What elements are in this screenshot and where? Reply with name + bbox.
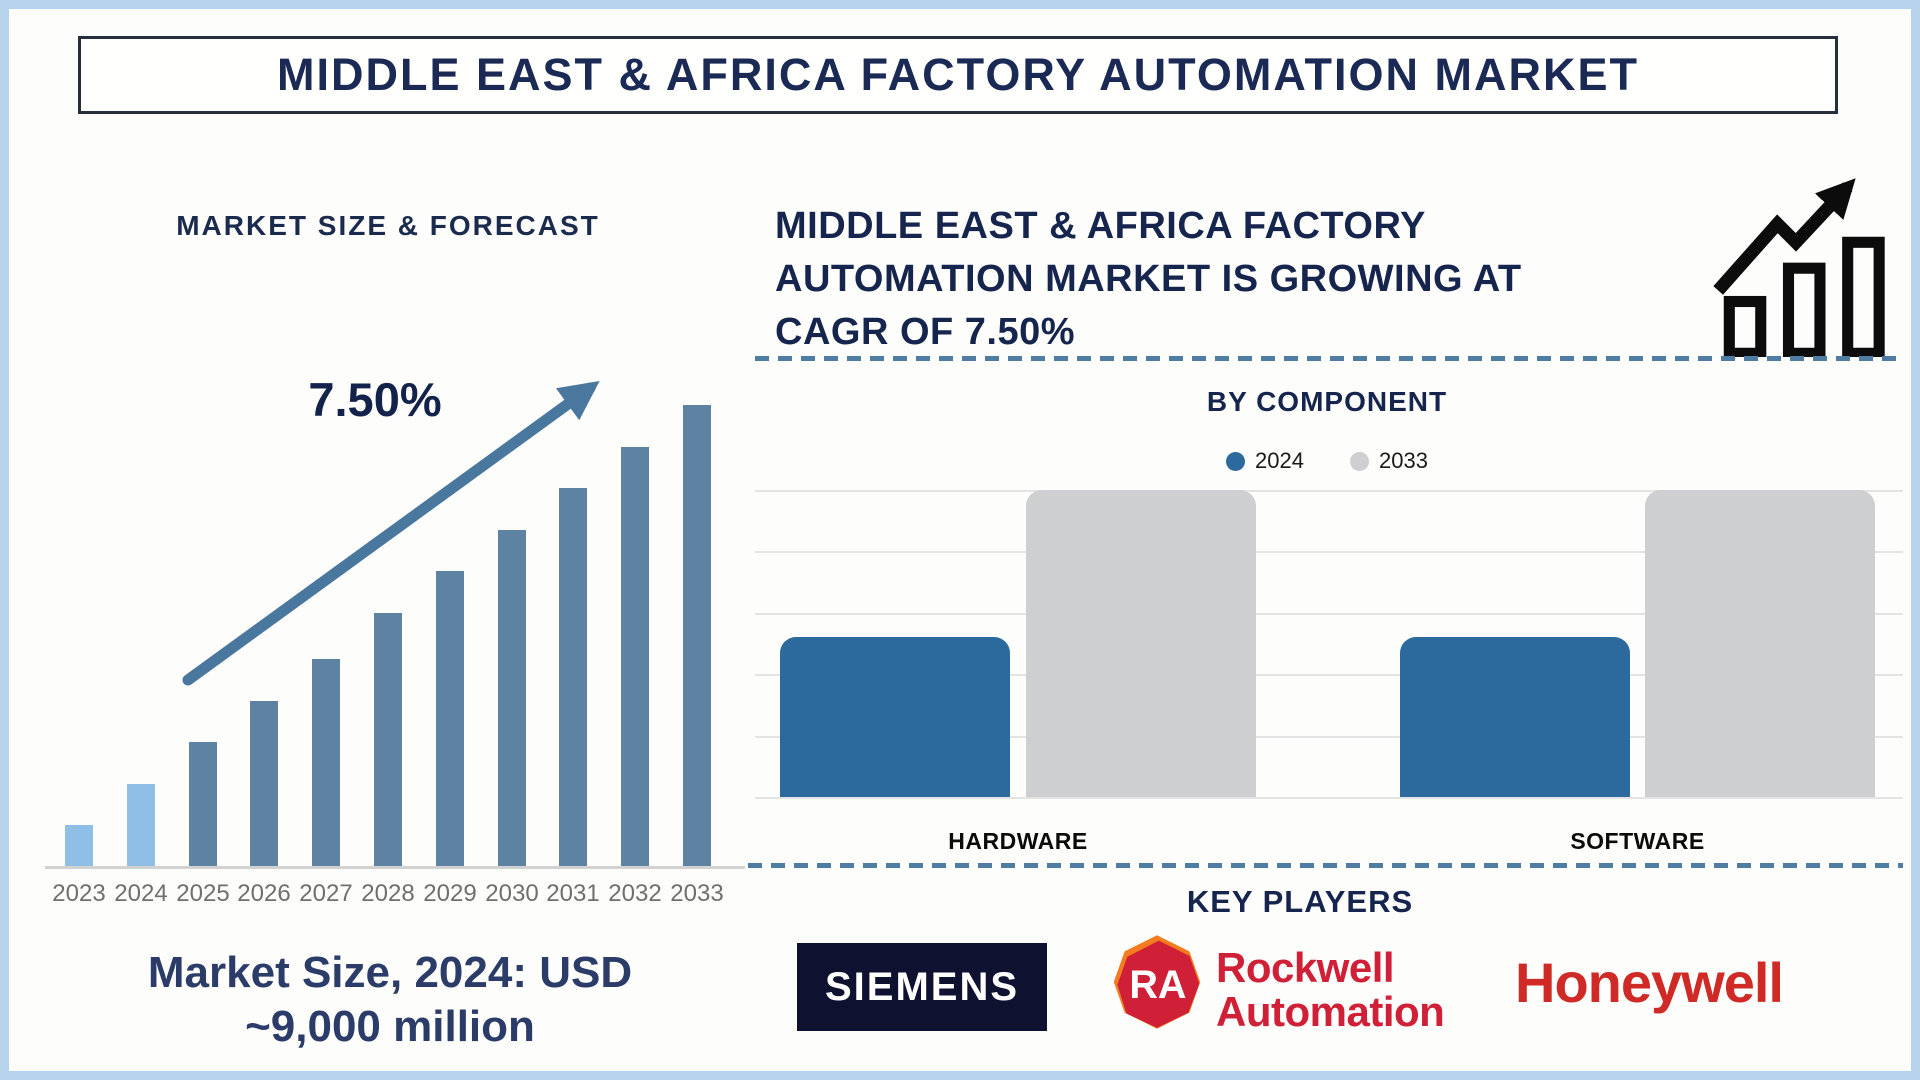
by-component-title: BY COMPONENT [1206,386,1448,417]
component-bar-software-2033 [1645,490,1875,797]
year-label-2030: 2030 [485,880,539,907]
growth-statement-line1: MIDDLE EAST & AFRICA FACTORY [775,205,1426,247]
market-size-callout: Market Size, 2024: USD ~9,000 million [40,946,740,1054]
growth-chart-icon [1713,178,1885,357]
year-label-2033: 2033 [670,880,724,907]
component-bar-software-2024 [1400,637,1630,797]
gridline [755,797,1903,799]
gridline [755,551,1903,553]
year-label-2024: 2024 [114,880,168,907]
forecast-bar-2028 [374,613,402,867]
page-title: MIDDLE EAST & AFRICA FACTORY AUTOMATION … [277,49,1639,100]
year-label-2032: 2032 [608,880,662,907]
forecast-bar-2027 [312,659,340,867]
gridline [755,674,1903,676]
year-label-2028: 2028 [361,880,415,907]
market-size-line2: ~9,000 million [245,1002,535,1051]
gridline [755,736,1903,738]
siemens-logo-text: SIEMENS [824,964,1020,1009]
component-bar-hardware-2033 [1026,490,1256,797]
rockwell-automation-badge-icon: RA [1113,935,1201,1029]
growth-statement-line3: CAGR OF 7.50% [775,311,1076,353]
cagr-value-label: 7.50% [308,373,442,426]
growth-statement-line2: AUTOMATION MARKET IS GROWING AT [775,258,1522,300]
year-label-2025: 2025 [176,880,230,907]
year-label-2027: 2027 [299,880,353,907]
legend-label-2033: 2033 [1379,448,1428,473]
trend-arrow-icon [182,381,600,686]
forecast-bar-2026 [250,701,278,867]
section-divider-bottom [748,863,1903,868]
market-size-line1: Market Size, 2024: USD [147,948,633,997]
component-bar-hardware-2024 [780,637,1010,797]
rockwell-logo-line1: Rockwell [1216,944,1395,991]
rockwell-automation-logo: Rockwell Automation [1216,946,1536,1034]
siemens-logo: SIEMENS [797,943,1047,1031]
forecast-bar-2031 [559,488,587,867]
year-label-2026: 2026 [237,880,291,907]
legend-dot-2033 [1350,451,1369,471]
year-label-2029: 2029 [423,880,477,907]
group-label-software: SOFTWARE [1570,828,1705,854]
forecast-bar-2029 [436,571,464,867]
group-label-hardware: HARDWARE [948,828,1088,854]
x-axis-line [45,866,745,869]
legend-item-2033: 2033 [1350,448,1428,474]
left-chart-heading: MARKET SIZE & FORECAST [176,210,600,241]
svg-text:RA: RA [1129,963,1186,1007]
legend-dot-2024 [1226,451,1246,471]
gridline [755,490,1903,492]
legend-item-2024: 2024 [1226,448,1304,474]
component-chart-legend: 2024 2033 [1027,448,1627,474]
honeywell-logo: Honeywell [1515,951,1784,1014]
forecast-bar-2030 [498,530,526,867]
year-label-2023: 2023 [52,880,106,907]
forecast-bar-2033 [683,405,711,867]
year-label-2031: 2031 [546,880,600,907]
key-players-title: KEY PLAYERS [1186,884,1414,919]
forecast-bar-2024 [127,784,155,867]
title-box: MIDDLE EAST & AFRICA FACTORY AUTOMATION … [78,36,1838,114]
forecast-bar-2025 [189,742,217,867]
forecast-bar-2032 [621,447,649,867]
forecast-bar-2023 [65,825,93,867]
legend-label-2024: 2024 [1255,448,1304,473]
gridline [755,613,1903,615]
rockwell-logo-line2: Automation [1216,988,1445,1035]
section-divider-top [755,356,1903,361]
growth-statement: MIDDLE EAST & AFRICA FACTORY AUTOMATION … [775,200,1675,359]
